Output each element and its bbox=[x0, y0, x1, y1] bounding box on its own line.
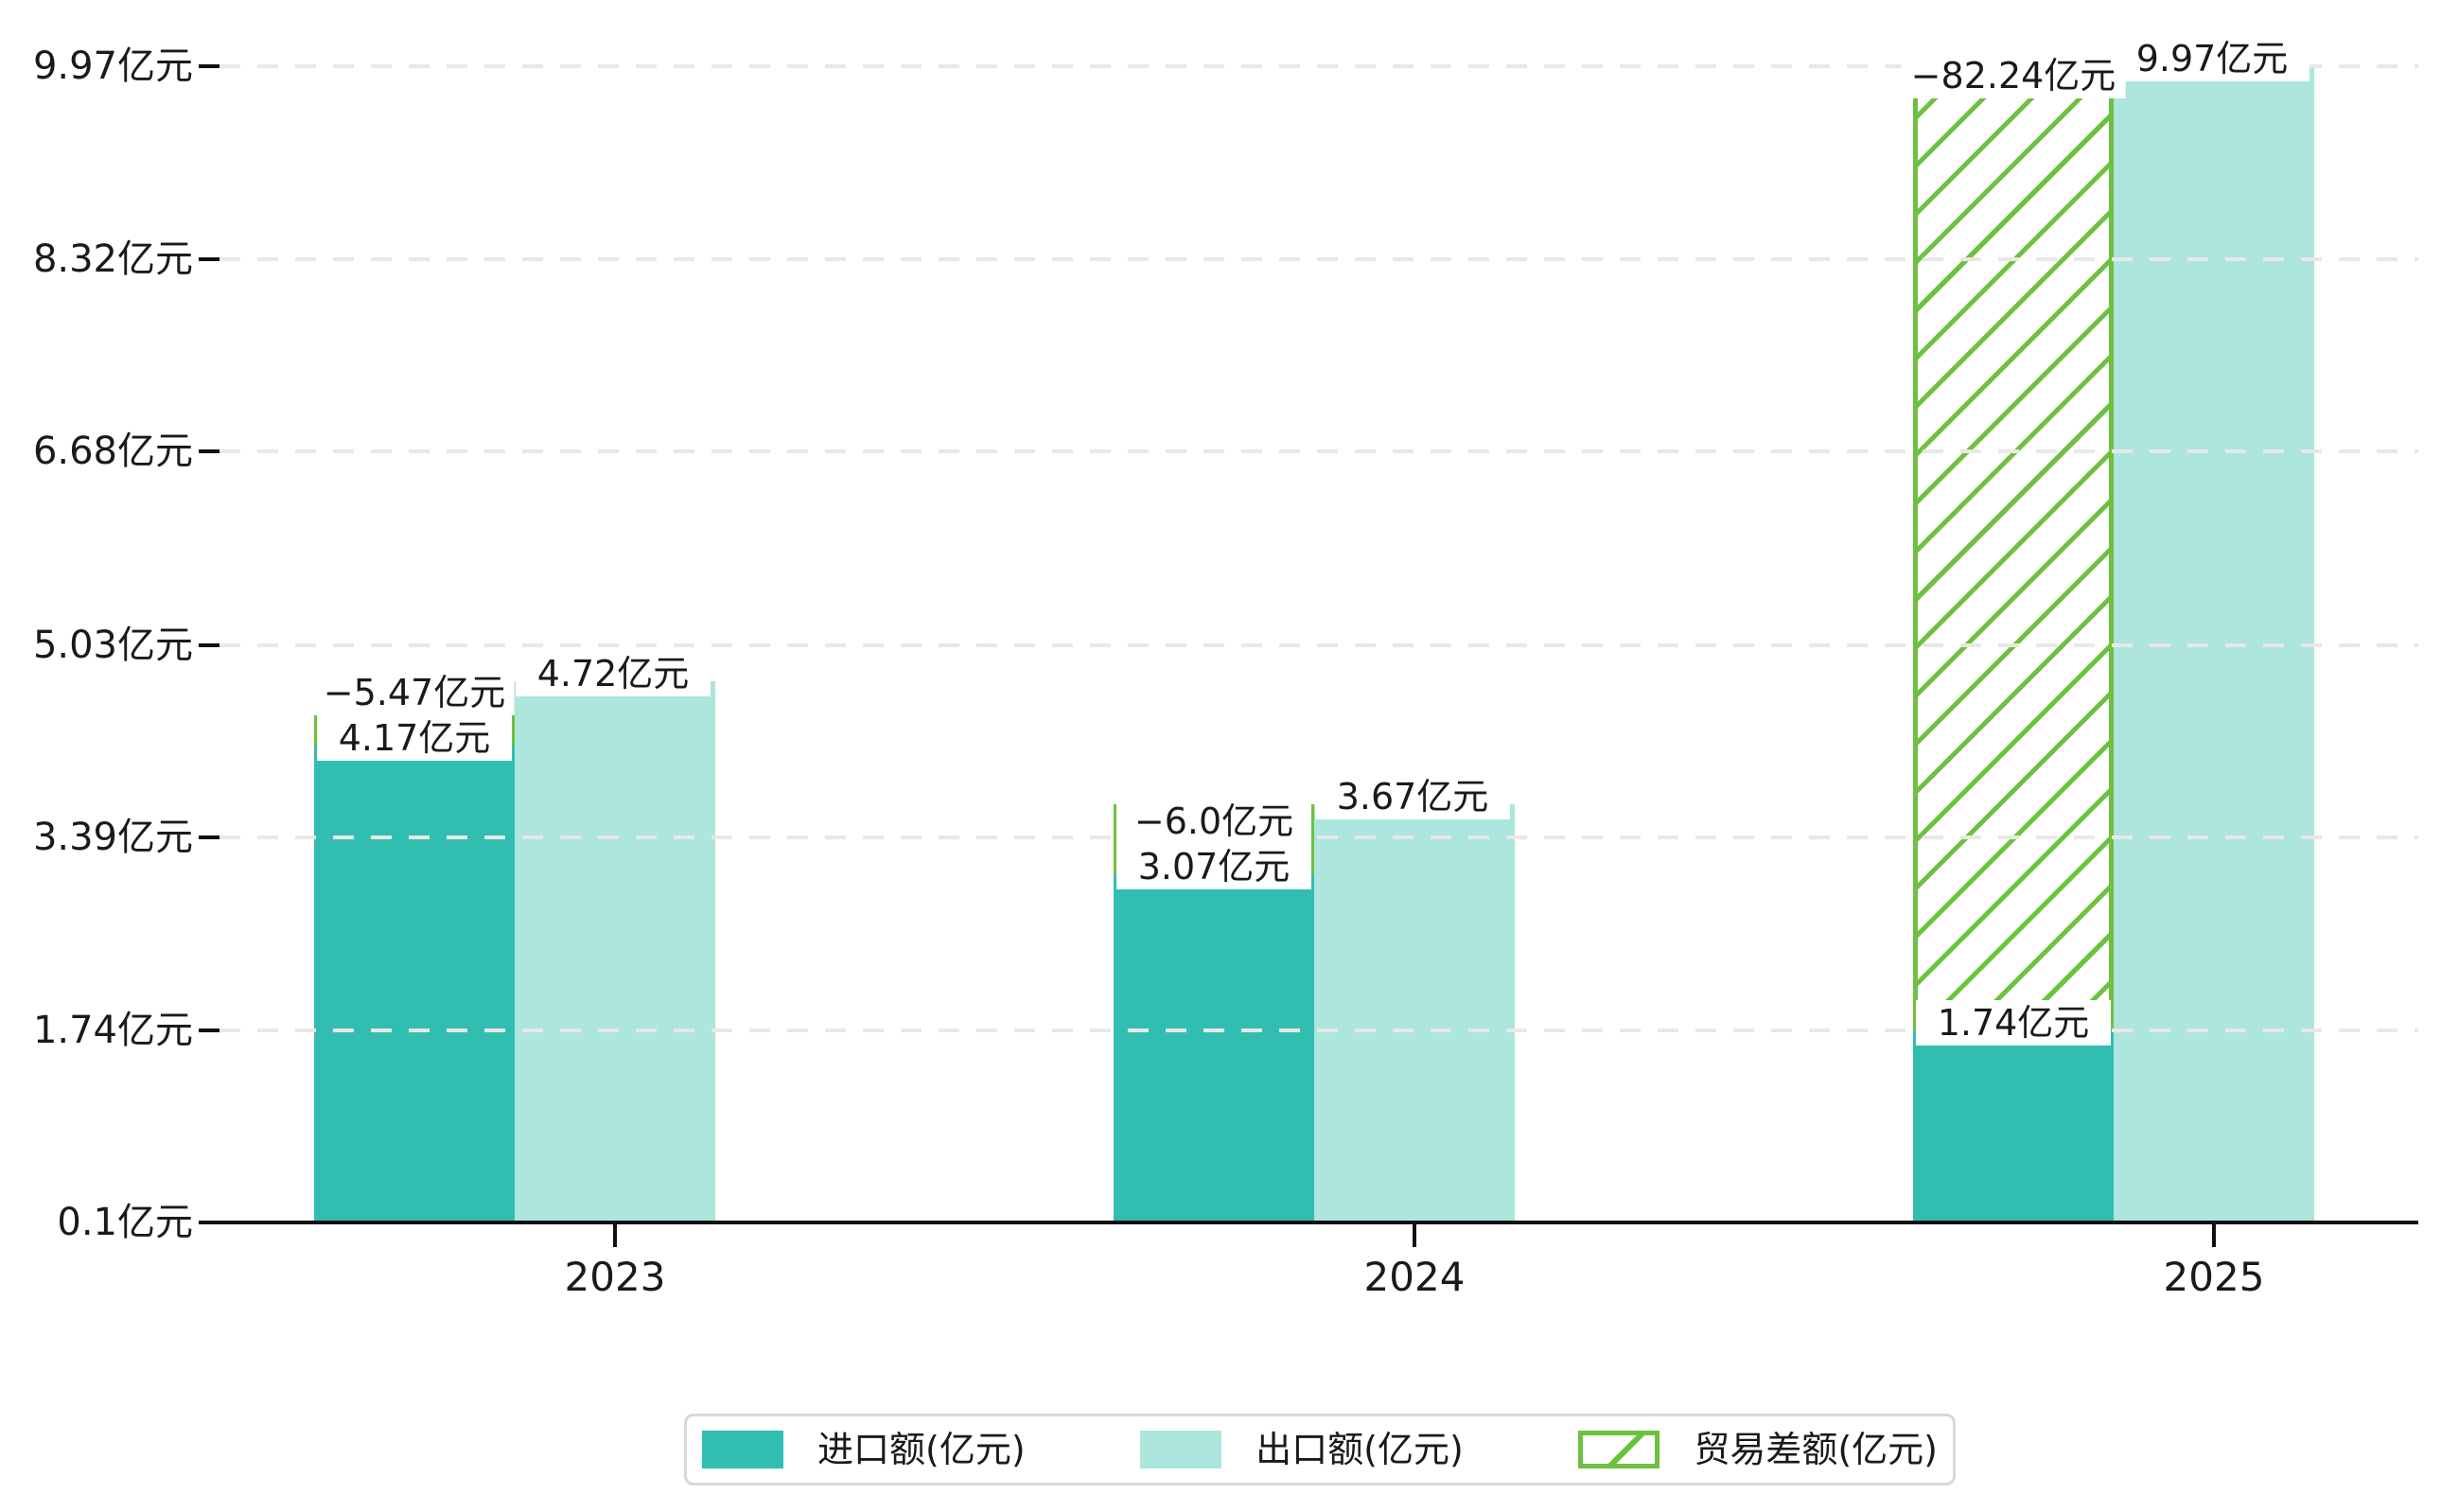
y-gridline bbox=[220, 642, 2418, 647]
y-gridline bbox=[220, 1028, 2418, 1032]
trade-balance-value-label: −5.47亿元 bbox=[313, 670, 516, 716]
export-bar bbox=[515, 681, 715, 1221]
x-axis-tick bbox=[613, 1224, 617, 1247]
y-axis-tick-label: 9.97亿元 bbox=[32, 44, 193, 88]
y-axis-tick-label: 6.68亿元 bbox=[32, 430, 193, 474]
y-gridline bbox=[220, 835, 2418, 839]
export-swatch bbox=[1140, 1431, 1222, 1468]
trade-balance-swatch bbox=[1578, 1431, 1660, 1468]
import-value-label: 4.17亿元 bbox=[317, 715, 512, 762]
legend-item-trade-balance: 贸易差额(亿元) bbox=[1578, 1431, 1938, 1468]
import-value-label: 3.07亿元 bbox=[1116, 844, 1311, 890]
y-axis-tick bbox=[199, 835, 220, 839]
export-value-label: 3.67亿元 bbox=[1315, 774, 1510, 819]
y-gridline bbox=[220, 449, 2418, 454]
y-axis-tick-label: 5.03亿元 bbox=[32, 623, 193, 667]
y-axis-tick-label: 0.1亿元 bbox=[57, 1201, 193, 1244]
trade-balance-value-label: −82.24亿元 bbox=[1901, 53, 2126, 98]
legend-item-export: 出口额(亿元) bbox=[1140, 1431, 1464, 1468]
legend: 进口额(亿元) 出口额(亿元) 贸易差额(亿元) bbox=[684, 1414, 1956, 1486]
import-bar bbox=[1114, 874, 1314, 1221]
export-bar bbox=[1314, 804, 1515, 1221]
y-gridline bbox=[220, 257, 2418, 262]
import-swatch bbox=[702, 1431, 783, 1468]
y-axis-tick bbox=[199, 449, 220, 454]
import-bar bbox=[314, 746, 515, 1221]
trade-balance-hatch-bar bbox=[1913, 66, 2114, 1030]
x-axis-tick bbox=[2212, 1224, 2216, 1247]
y-axis-tick-label: 3.39亿元 bbox=[32, 815, 193, 859]
x-axis-tick-label: 2024 bbox=[1363, 1254, 1466, 1300]
export-value-label: 9.97亿元 bbox=[2115, 36, 2309, 81]
y-axis-tick-label: 8.32亿元 bbox=[32, 237, 193, 282]
y-axis-tick bbox=[199, 257, 220, 262]
y-gridline bbox=[220, 64, 2418, 68]
import-bar bbox=[1913, 1029, 2114, 1221]
legend-item-import: 进口额(亿元) bbox=[702, 1431, 1026, 1468]
x-axis-line bbox=[199, 1221, 2418, 1224]
y-axis-tick bbox=[199, 64, 220, 68]
import-value-label: 1.74亿元 bbox=[1916, 999, 2111, 1046]
trade-balance-value-label: −6.0亿元 bbox=[1116, 799, 1311, 845]
x-axis-tick-label: 2025 bbox=[2163, 1254, 2265, 1300]
legend-label: 进口额(亿元) bbox=[817, 1429, 1026, 1470]
x-axis-tick-label: 2023 bbox=[564, 1254, 666, 1300]
y-axis-tick-label: 1.74亿元 bbox=[32, 1008, 193, 1052]
y-axis-tick bbox=[199, 642, 220, 647]
legend-label: 贸易差额(亿元) bbox=[1694, 1429, 1938, 1470]
y-axis-tick bbox=[199, 1028, 220, 1032]
legend-label: 出口额(亿元) bbox=[1256, 1429, 1464, 1470]
export-value-label: 4.72亿元 bbox=[516, 651, 711, 696]
x-axis-tick bbox=[1413, 1224, 1416, 1247]
